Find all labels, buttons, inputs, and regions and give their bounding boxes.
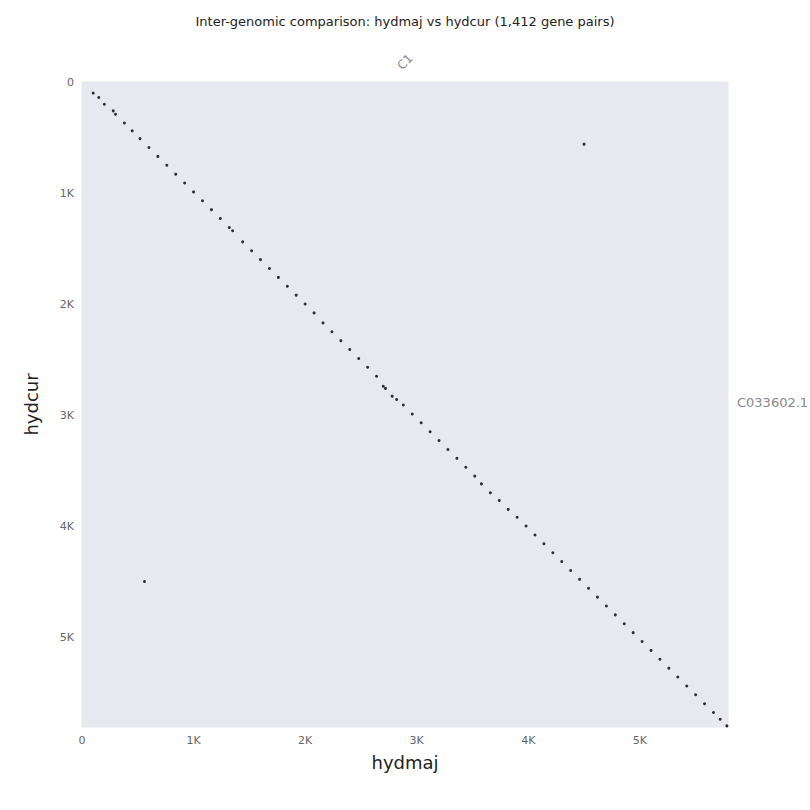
svg-text:2K: 2K (60, 298, 75, 311)
svg-text:1K: 1K (60, 187, 75, 200)
svg-text:5K: 5K (60, 631, 75, 644)
svg-text:2K: 2K (298, 734, 313, 747)
svg-text:hydcur: hydcur (21, 373, 42, 436)
svg-text:4K: 4K (60, 520, 75, 533)
svg-text:5K: 5K (633, 734, 648, 747)
svg-text:4K: 4K (521, 734, 536, 747)
svg-text:hydmaj: hydmaj (371, 752, 438, 773)
svg-text:C1: C1 (394, 51, 415, 72)
svg-text:0: 0 (79, 734, 86, 747)
svg-text:0: 0 (67, 76, 74, 89)
svg-text:3K: 3K (60, 409, 75, 422)
svg-text:C033602.1: C033602.1 (737, 395, 808, 410)
svg-text:Inter-genomic comparison: hydm: Inter-genomic comparison: hydmaj vs hydc… (195, 14, 614, 29)
svg-text:3K: 3K (410, 734, 425, 747)
svg-text:1K: 1K (186, 734, 201, 747)
